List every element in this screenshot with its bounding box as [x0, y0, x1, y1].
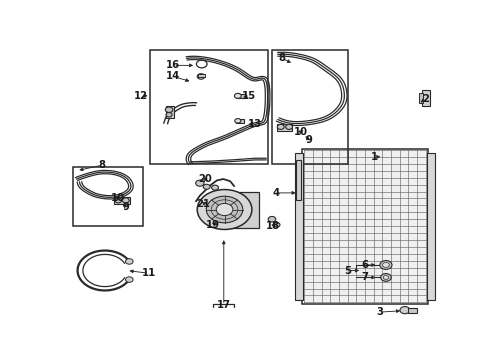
Circle shape [400, 306, 410, 314]
Circle shape [203, 184, 210, 189]
Circle shape [206, 196, 243, 223]
Circle shape [383, 275, 389, 279]
Circle shape [197, 74, 205, 79]
Circle shape [277, 125, 284, 129]
Circle shape [166, 112, 172, 117]
Text: 12: 12 [134, 91, 148, 101]
Circle shape [381, 274, 391, 281]
Bar [115, 197, 129, 204]
Circle shape [234, 93, 241, 98]
Text: 9: 9 [122, 202, 129, 212]
Circle shape [212, 185, 219, 190]
Bar [419, 93, 423, 103]
Circle shape [196, 180, 204, 186]
Text: 5: 5 [344, 266, 351, 275]
Text: 21: 21 [196, 199, 210, 209]
Bar [150, 50, 268, 164]
Text: 14: 14 [166, 72, 180, 81]
Text: 1: 1 [371, 152, 378, 162]
Text: 18: 18 [266, 221, 280, 231]
Bar [304, 150, 426, 302]
Bar [198, 74, 205, 77]
Bar [277, 123, 292, 131]
Text: 16: 16 [166, 60, 180, 70]
Bar [296, 159, 301, 200]
Text: 8: 8 [99, 160, 106, 170]
Text: 8: 8 [279, 53, 286, 63]
Circle shape [125, 259, 133, 264]
Text: 11: 11 [142, 268, 156, 278]
Circle shape [197, 190, 252, 229]
Circle shape [125, 277, 133, 282]
Circle shape [122, 198, 129, 203]
Text: 19: 19 [206, 220, 220, 230]
Text: 2: 2 [422, 94, 429, 104]
Bar [272, 50, 348, 164]
Circle shape [115, 198, 122, 203]
Bar [302, 149, 428, 304]
Text: 10: 10 [294, 127, 308, 137]
Text: 4: 4 [272, 188, 279, 198]
Circle shape [235, 118, 241, 123]
Text: 7: 7 [362, 273, 368, 283]
Circle shape [165, 107, 173, 112]
Text: 15: 15 [242, 91, 256, 101]
Bar [427, 153, 435, 300]
Circle shape [274, 222, 280, 227]
Text: 10: 10 [110, 193, 124, 203]
Text: 3: 3 [377, 307, 384, 317]
Text: 20: 20 [198, 174, 212, 184]
Bar [236, 94, 245, 98]
Bar [166, 105, 174, 118]
Circle shape [286, 125, 293, 129]
Circle shape [383, 262, 390, 267]
Bar [295, 153, 303, 300]
Text: 9: 9 [305, 135, 312, 145]
Circle shape [268, 216, 276, 222]
Bar [422, 90, 430, 105]
Text: 6: 6 [362, 260, 368, 270]
Circle shape [380, 261, 392, 269]
Bar [74, 167, 143, 226]
Bar [228, 192, 259, 228]
Text: 17: 17 [217, 300, 231, 310]
Circle shape [216, 203, 233, 216]
Text: 13: 13 [248, 118, 262, 129]
Bar [408, 308, 417, 313]
Bar [236, 118, 245, 123]
